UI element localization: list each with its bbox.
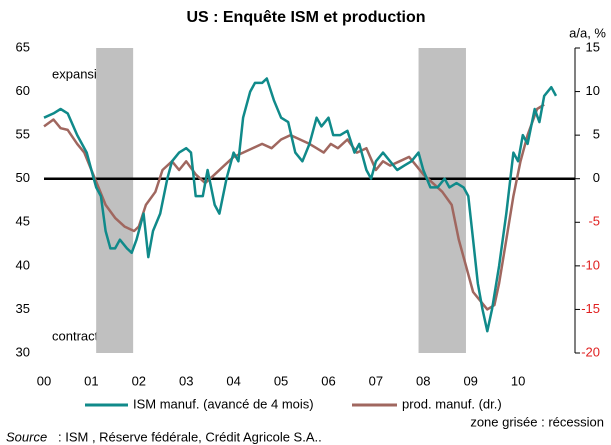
recession-band — [418, 48, 466, 353]
legend-label: prod. manuf. (dr.) — [402, 396, 502, 411]
x-tick-label: 10 — [511, 373, 525, 388]
x-tick-label: 05 — [274, 373, 288, 388]
y2-tick-label: 10 — [586, 83, 600, 98]
recession-note: zone grisée : récession — [470, 414, 604, 429]
x-tick-label: 04 — [226, 373, 240, 388]
y-tick-label: 30 — [16, 344, 30, 359]
x-tick-label: 06 — [321, 373, 335, 388]
y-tick-label: 40 — [16, 257, 30, 272]
y2-tick-label: 0 — [593, 170, 600, 185]
y2-tick-label: -10 — [581, 257, 600, 272]
x-tick-label: 07 — [369, 373, 383, 388]
y2-tick-label: -20 — [581, 344, 600, 359]
y2-tick-label: 15 — [586, 39, 600, 54]
x-tick-label: 02 — [132, 373, 146, 388]
y2-tick-label: 5 — [593, 127, 600, 142]
y2-tick-label: -5 — [588, 214, 600, 229]
chart-title: US : Enquête ISM et production — [186, 9, 425, 26]
x-tick-label: 09 — [463, 373, 477, 388]
y2-tick-label: -15 — [581, 301, 600, 316]
series-line — [43, 77, 558, 333]
series-line — [43, 103, 545, 311]
y-tick-label: 45 — [16, 214, 30, 229]
y-tick-label: 55 — [16, 127, 30, 142]
x-tick-label: 01 — [84, 373, 98, 388]
y-tick-label: 60 — [16, 83, 30, 98]
x-tick-label: 03 — [179, 373, 193, 388]
legend-label: ISM manuf. (avancé de 4 mois) — [133, 396, 314, 411]
y-tick-label: 35 — [16, 301, 30, 316]
source: : ISM , Réserve fédérale, Crédit Agricol… — [58, 429, 322, 444]
y-tick-label: 65 — [16, 39, 30, 54]
x-tick-label: 08 — [416, 373, 430, 388]
x-tick-label: 00 — [37, 373, 51, 388]
y2-axis-label: a/a, % — [569, 25, 606, 40]
source-label: Source — [6, 429, 47, 444]
y-tick-label: 50 — [16, 170, 30, 185]
